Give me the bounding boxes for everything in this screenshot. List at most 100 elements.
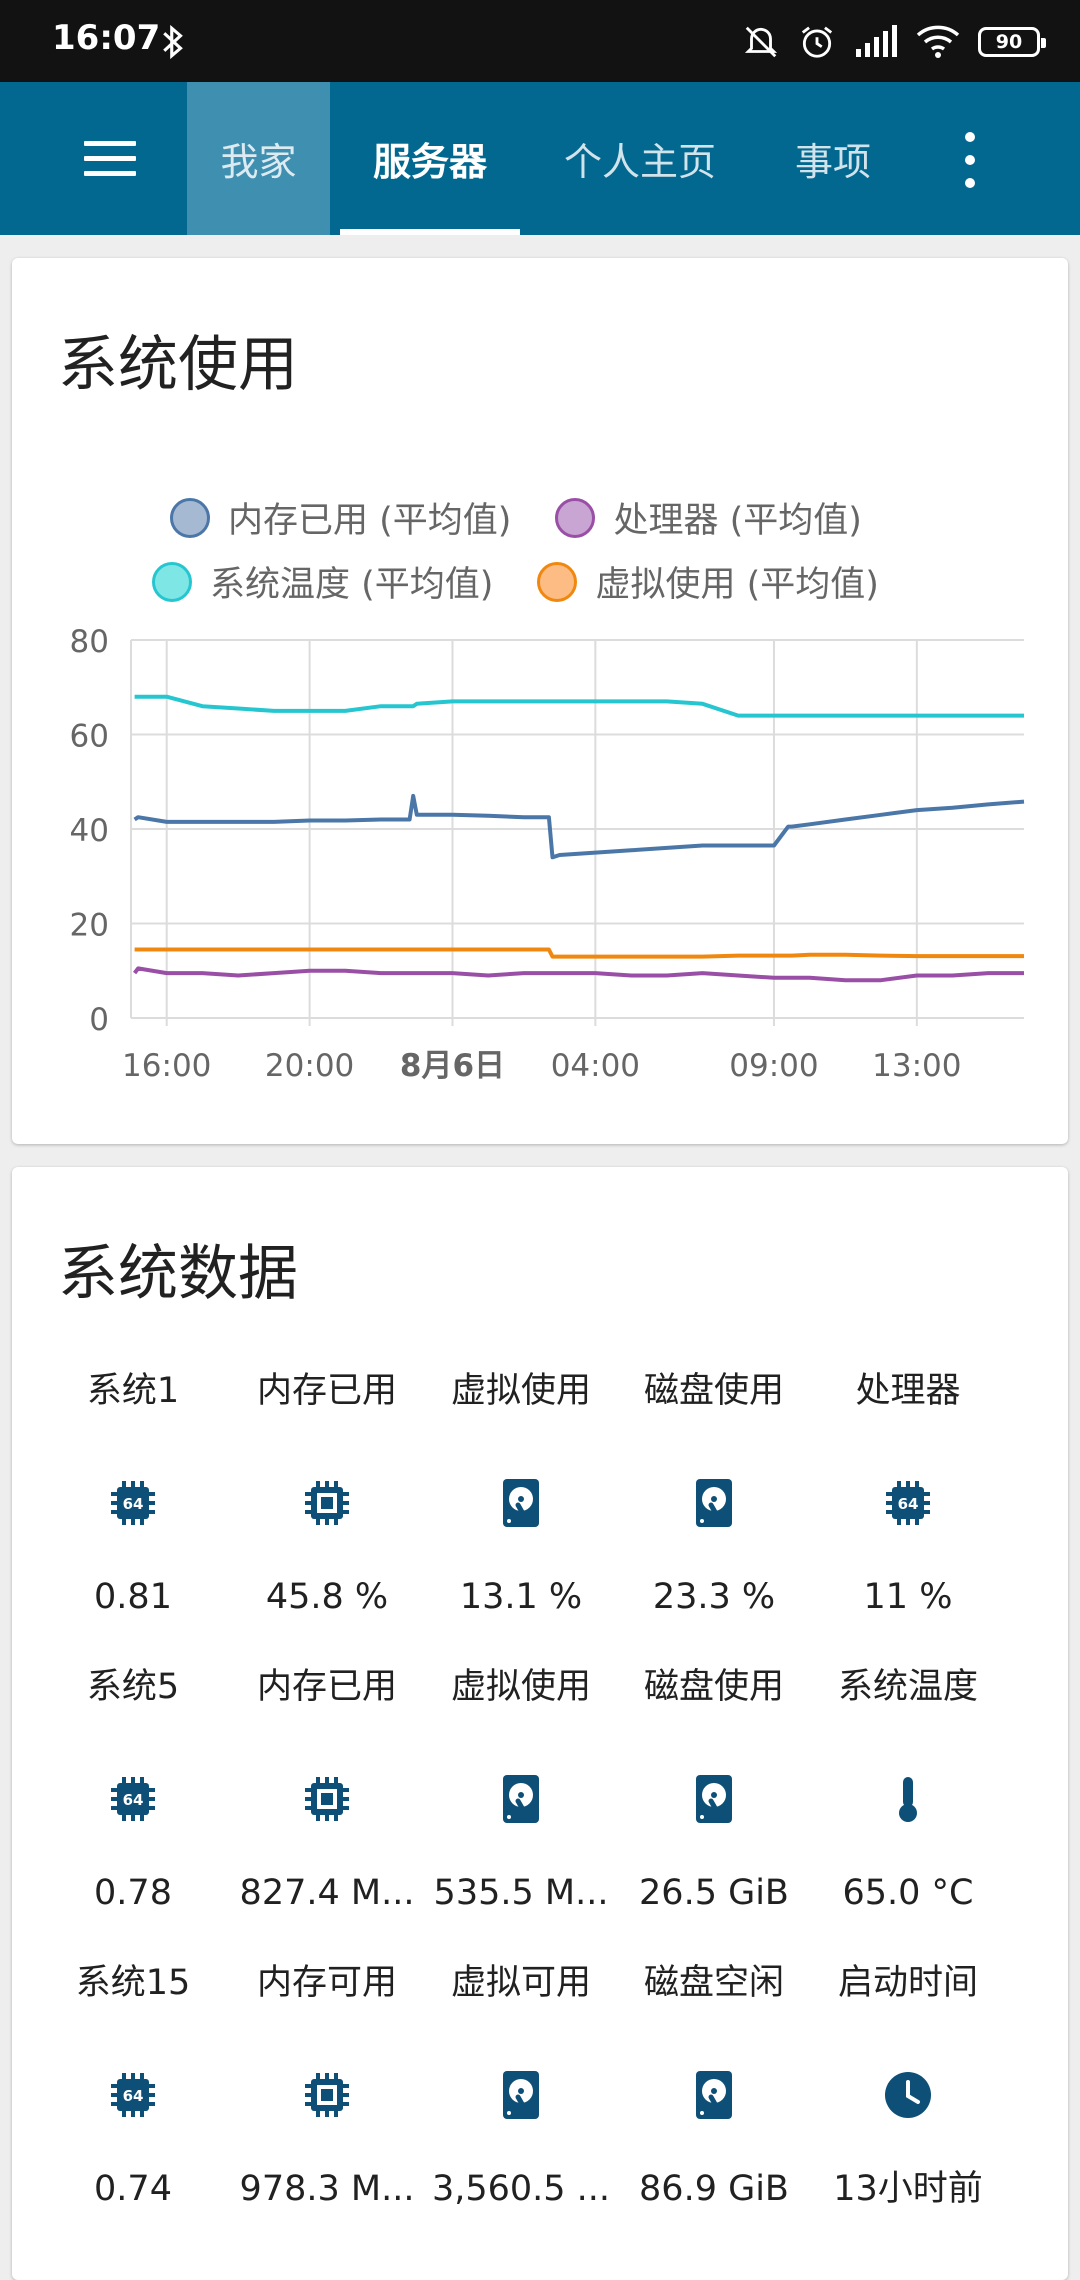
stat-label: 系统温度 [837, 1667, 978, 1707]
legend-cpu-label: 处理器 (平均值) [613, 501, 862, 541]
cpu-64-icon [109, 1479, 157, 1527]
tab-home[interactable]: 我家 [187, 82, 330, 235]
stat-label: 处理器 [855, 1371, 961, 1411]
series-line-3 [134, 947, 1024, 959]
stat-cell[interactable]: 启动时间 13小时前 [813, 1961, 1003, 2211]
series-line-2 [134, 694, 1024, 718]
stat-label: 系统15 [75, 1963, 191, 2003]
stat-value: 26.5 GiB [639, 1873, 789, 1913]
stat-value: 535.5 M... [433, 1873, 609, 1913]
legend-temperature[interactable]: 系统温度 (平均值) [152, 556, 493, 607]
stat-value: 3,560.5 ... [431, 2169, 611, 2209]
cpu-64-icon [109, 2071, 157, 2119]
stat-label: 系统5 [86, 1667, 180, 1707]
hamburger-menu-icon[interactable] [84, 141, 136, 177]
stat-value: 0.74 [94, 2169, 172, 2209]
series-line-0 [133, 793, 1025, 860]
y-tick-label: 40 [70, 813, 109, 849]
stat-label: 内存已用 [256, 1667, 397, 1707]
stat-label: 虚拟使用 [450, 1667, 591, 1707]
legend-temperature-label: 系统温度 (平均值) [210, 565, 494, 605]
stat-cell[interactable]: 内存已用 45.8 % [232, 1369, 422, 1619]
bluetooth-icon [163, 24, 183, 60]
data-card-title: 系统数据 [58, 1239, 298, 1309]
stat-cell[interactable]: 磁盘使用 23.3 % [619, 1369, 809, 1619]
thermometer-icon [899, 1777, 917, 1822]
stat-value: 0.81 [94, 1577, 172, 1617]
stat-label: 磁盘使用 [643, 1667, 784, 1707]
legend-temperature-swatch [152, 561, 192, 602]
stat-label: 虚拟可用 [450, 1963, 591, 2003]
app-bar: 我家 服务器 个人主页 事项 [0, 82, 1080, 235]
x-tick-label: 13:00 [872, 1048, 961, 1084]
stat-label: 内存已用 [256, 1371, 397, 1411]
x-tick-label: 8月6日 [400, 1048, 505, 1084]
harddisk-icon [688, 1773, 740, 1825]
stat-label: 内存可用 [256, 1963, 397, 2003]
y-tick-label: 60 [70, 719, 109, 755]
battery-level: 90 [995, 31, 1023, 53]
y-tick-label: 0 [89, 1002, 109, 1038]
stat-cell[interactable]: 系统1 0.81 [38, 1369, 228, 1619]
clock-icon [883, 2070, 933, 2120]
legend-memory-swatch [170, 497, 210, 538]
stat-value: 13.1 % [459, 1577, 583, 1617]
battery-icon: 90 [978, 27, 1046, 57]
stat-value: 11 % [863, 1577, 953, 1617]
stat-cell[interactable]: 系统温度 65.0 °C [813, 1665, 1003, 1915]
harddisk-icon [495, 1477, 547, 1529]
wifi-icon [916, 25, 960, 58]
stat-value: 13小时前 [833, 2169, 983, 2209]
y-tick-label: 80 [70, 624, 109, 660]
mute-bell-icon [744, 26, 778, 58]
stat-label: 虚拟使用 [450, 1371, 591, 1411]
x-tick-label: 16:00 [122, 1048, 211, 1084]
stat-cell[interactable]: 内存已用 827.4 M... [232, 1665, 422, 1915]
status-time: 16:07 [52, 18, 161, 58]
stat-cell[interactable]: 系统15 0.74 [38, 1961, 228, 2211]
stat-value: 0.78 [94, 1873, 172, 1913]
legend-memory[interactable]: 内存已用 (平均值) [170, 492, 511, 543]
stat-value: 827.4 M... [239, 1873, 415, 1913]
y-tick-label: 20 [70, 908, 109, 944]
memory-chip-icon [303, 2071, 351, 2119]
status-bar: 16:07 90 [0, 0, 1080, 82]
stat-cell[interactable]: 虚拟使用 535.5 M... [426, 1665, 616, 1915]
legend-swap-label: 虚拟使用 (平均值) [595, 565, 879, 605]
usage-line-chart[interactable]: 0 20 40 60 80 16:00 20:00 8月6日 04:00 09:00 13:00 [12, 618, 1068, 1118]
stat-cell[interactable]: 虚拟使用 13.1 % [426, 1369, 616, 1619]
tab-items[interactable]: 事项 [794, 140, 871, 184]
memory-chip-icon [303, 1479, 351, 1527]
stat-cell[interactable]: 磁盘使用 26.5 GiB [619, 1665, 809, 1915]
usage-card: 系统使用 内存已用 (平均值) 处理器 (平均值) 系统温度 (平均值) 虚拟使… [12, 258, 1068, 1144]
memory-chip-icon [303, 1775, 351, 1823]
more-options-icon[interactable] [958, 132, 982, 188]
legend-swap[interactable]: 虚拟使用 (平均值) [537, 556, 879, 607]
x-tick-label: 20:00 [265, 1048, 354, 1084]
stat-value: 978.3 M... [239, 2169, 415, 2209]
tab-server[interactable]: 服务器 [340, 82, 520, 235]
stat-cell[interactable]: 磁盘空闲 86.9 GiB [619, 1961, 809, 2211]
stat-value: 65.0 °C [842, 1873, 974, 1913]
legend-swap-swatch [537, 561, 578, 602]
stat-cell[interactable]: 系统5 0.78 [38, 1665, 228, 1915]
legend-cpu[interactable]: 处理器 (平均值) [555, 492, 862, 543]
data-card: 系统数据 系统1 0.81 内存已用 45.8 % 虚拟使用 13.1 % 磁盘使用 23.3… [12, 1167, 1068, 2280]
stat-label: 磁盘空闲 [643, 1963, 784, 2003]
usage-card-title: 系统使用 [58, 330, 298, 400]
tab-profile[interactable]: 个人主页 [563, 140, 716, 184]
stat-value: 45.8 % [265, 1577, 389, 1617]
legend-cpu-swatch [555, 497, 596, 538]
signal-icon [856, 25, 897, 57]
harddisk-icon [688, 2069, 740, 2121]
stat-label: 启动时间 [837, 1963, 978, 2003]
stat-cell[interactable]: 处理器 11 % [813, 1369, 1003, 1619]
cpu-64-icon [109, 1775, 157, 1823]
alarm-icon [801, 26, 833, 58]
x-tick-label: 04:00 [551, 1048, 640, 1084]
stat-cell[interactable]: 虚拟可用 3,560.5 ... [426, 1961, 616, 2211]
series-line-1 [132, 966, 1024, 983]
legend-memory-label: 内存已用 (平均值) [228, 501, 512, 541]
stat-cell[interactable]: 内存可用 978.3 M... [232, 1961, 422, 2211]
harddisk-icon [495, 1773, 547, 1825]
